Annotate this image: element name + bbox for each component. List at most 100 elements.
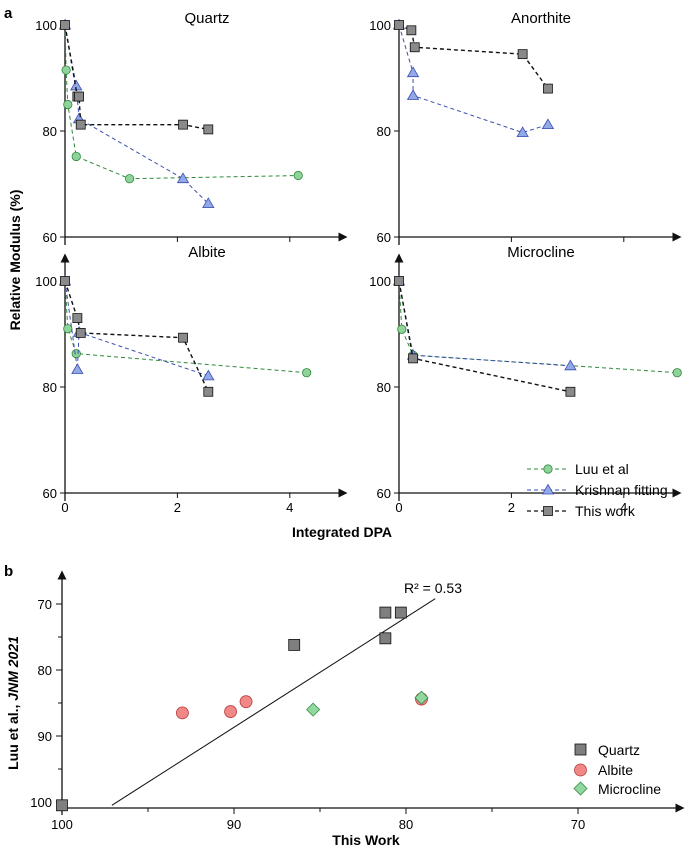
panel-a-plots: Quartz 60 80 100 Anorthite 60 80 100 Albite 60 80 1… bbox=[35, 10, 682, 515]
y-tick-label: 60 bbox=[377, 486, 391, 501]
point-this-work bbox=[75, 328, 86, 338]
point-luu-et-al bbox=[397, 324, 407, 334]
point-krishnan-fitting bbox=[176, 172, 190, 184]
y-tick-label: 100 bbox=[35, 18, 57, 33]
y-tick-label: 80 bbox=[377, 380, 391, 395]
panel-b-xlabel: This Work bbox=[332, 832, 400, 848]
panel-b-plot: 100 90 80 70 70 80 90 100 bbox=[30, 570, 685, 832]
point-this-work bbox=[543, 83, 553, 94]
y-tick-label: 80 bbox=[38, 663, 52, 678]
point-quartz bbox=[379, 606, 392, 619]
legend-quartz-label: Quartz bbox=[598, 742, 640, 758]
point-this-work bbox=[178, 332, 188, 343]
point-krishnan-fitting bbox=[564, 359, 577, 371]
point-luu-et-al bbox=[63, 324, 73, 334]
legend-microcline-label: Microcline bbox=[598, 781, 661, 797]
point-luu-et-al bbox=[125, 174, 135, 184]
series-line-this-work bbox=[64, 280, 209, 393]
point-krishnan-fitting bbox=[541, 118, 555, 130]
point-luu-et-al bbox=[71, 349, 81, 359]
legend-microcline-marker bbox=[573, 781, 588, 796]
point-this-work bbox=[203, 124, 214, 135]
y-tick-label: 100 bbox=[35, 274, 57, 289]
y-tick-label: 90 bbox=[38, 729, 52, 744]
point-microcline bbox=[306, 702, 321, 717]
x-tick-label: 90 bbox=[227, 817, 241, 832]
subplot-quartz: Quartz 60 80 100 bbox=[35, 10, 348, 245]
x-tick-label: 80 bbox=[399, 817, 413, 832]
subplot-title: Microcline bbox=[507, 244, 575, 261]
panel-b-label: b bbox=[4, 563, 13, 580]
x-tick-label: 4 bbox=[620, 500, 627, 515]
point-albite bbox=[224, 705, 237, 718]
point-microcline bbox=[414, 690, 429, 705]
series-line-this-work bbox=[398, 280, 571, 393]
point-this-work bbox=[517, 49, 528, 60]
legend-albite-label: Albite bbox=[598, 762, 633, 778]
subplot-title: Quartz bbox=[184, 10, 229, 27]
series-line-luu-et-al bbox=[398, 280, 678, 374]
legend-luu-label: Luu et al bbox=[575, 461, 629, 477]
subplot-title: Albite bbox=[188, 244, 226, 261]
legend-krishnan-label: Krishnan fitting bbox=[575, 482, 668, 498]
y-tick-label: 100 bbox=[30, 795, 52, 810]
series-line-luu-et-al bbox=[64, 24, 299, 180]
point-this-work bbox=[408, 353, 418, 364]
legend-thiswork-label: This work bbox=[575, 503, 636, 519]
legend-thiswork-marker bbox=[543, 506, 553, 516]
subplot-anorthite: Anorthite 60 80 100 bbox=[369, 10, 682, 245]
series-line-this-work bbox=[64, 24, 209, 131]
point-krishnan-fitting bbox=[516, 126, 529, 137]
x-tick-label: 0 bbox=[395, 500, 402, 515]
x-tick-label: 0 bbox=[61, 500, 68, 515]
x-tick-label: 4 bbox=[286, 500, 293, 515]
point-luu-et-al bbox=[61, 65, 71, 75]
y-tick-label: 60 bbox=[43, 486, 57, 501]
point-quartz bbox=[56, 799, 68, 812]
subplot-microcline: Microcline 60 80 100 0 2 4 bbox=[369, 244, 682, 515]
y-tick-label: 60 bbox=[377, 230, 391, 245]
panel-a-label: a bbox=[4, 5, 13, 22]
legend-krishnan-marker bbox=[541, 483, 555, 495]
subplot-albite: Albite 60 80 100 0 2 4 bbox=[35, 244, 348, 515]
panel-b-legend: Quartz Albite Microcline bbox=[573, 742, 661, 797]
x-tick-label: 100 bbox=[51, 817, 73, 832]
legend-albite-marker bbox=[574, 763, 587, 777]
point-luu-et-al bbox=[672, 368, 682, 378]
point-quartz bbox=[394, 606, 407, 619]
panel-b-ylabel-italic: JNM 2021 bbox=[5, 636, 21, 701]
point-this-work bbox=[565, 386, 576, 397]
point-albite bbox=[239, 695, 253, 709]
panel-a-legend: Luu et al Krishnan fitting This work bbox=[527, 461, 668, 519]
panel-a-ylabel: Relative Modulus (%) bbox=[7, 190, 23, 331]
point-this-work bbox=[75, 119, 86, 130]
fit-line bbox=[111, 598, 436, 806]
panel-b-ylabel-plain: Luu et al., bbox=[5, 701, 21, 770]
y-tick-label: 100 bbox=[369, 274, 391, 289]
point-this-work bbox=[394, 276, 404, 286]
point-this-work bbox=[406, 25, 417, 36]
y-tick-label: 80 bbox=[43, 380, 57, 395]
y-tick-label: 70 bbox=[38, 597, 52, 612]
legend-luu-marker bbox=[543, 464, 553, 474]
y-tick-label: 100 bbox=[369, 18, 391, 33]
panel-b-ylabel: Luu et al., JNM 2021 bbox=[5, 636, 21, 770]
series-line-luu-et-al bbox=[64, 280, 307, 374]
legend-quartz-marker bbox=[574, 743, 587, 756]
series-line-krishnan-fitting bbox=[398, 280, 571, 367]
y-tick-label: 80 bbox=[43, 124, 57, 139]
x-tick-label: 70 bbox=[571, 817, 585, 832]
point-luu-et-al bbox=[293, 170, 303, 181]
subplot-title: Anorthite bbox=[511, 10, 571, 27]
series-line-krishnan-fitting bbox=[398, 24, 549, 134]
x-tick-label: 2 bbox=[508, 500, 515, 515]
point-krishnan-fitting bbox=[202, 369, 215, 381]
series-line-krishnan-fitting bbox=[64, 280, 209, 377]
point-this-work bbox=[72, 313, 83, 324]
point-this-work bbox=[60, 20, 70, 30]
point-this-work bbox=[60, 276, 70, 286]
point-luu-et-al bbox=[63, 99, 73, 110]
fit-r2-label: R² = 0.53 bbox=[404, 580, 462, 596]
point-luu-et-al bbox=[71, 151, 81, 162]
